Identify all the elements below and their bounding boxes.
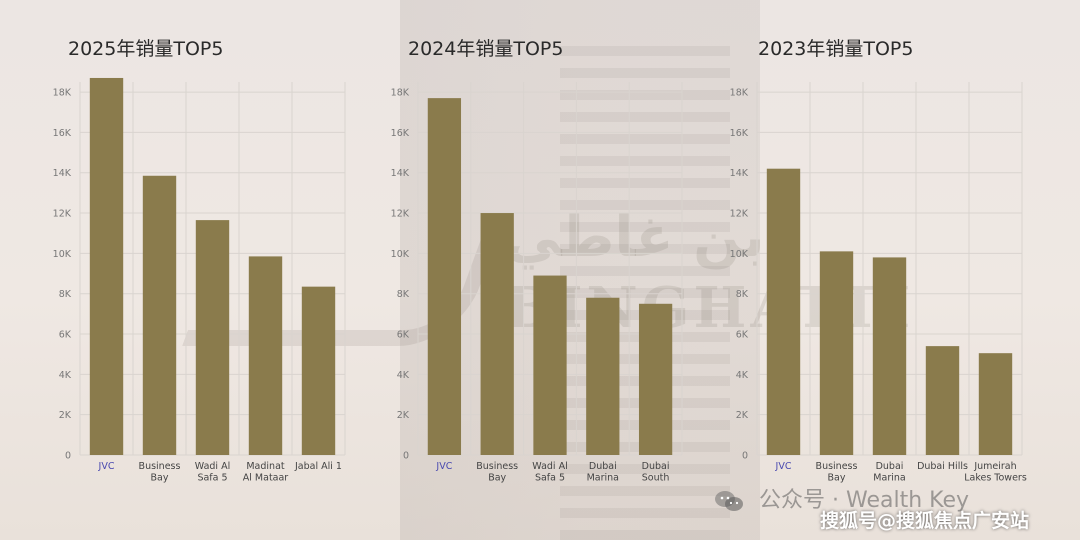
x-tick-label-line: Business bbox=[139, 461, 181, 472]
bar-2 bbox=[480, 213, 514, 455]
x-tick-label-line: Al Mataar bbox=[243, 473, 289, 484]
x-tick-label: Wadi Al Safa 5 bbox=[532, 461, 567, 484]
y-tick-label: 16K bbox=[391, 128, 410, 139]
y-tick-label: 12K bbox=[730, 209, 749, 220]
bar-3 bbox=[533, 275, 567, 455]
x-tick-label-line: Jabal Ali 1 bbox=[294, 461, 342, 472]
x-tick-label-line: JVC bbox=[435, 461, 452, 472]
x-tick-label: Dubai South bbox=[642, 461, 670, 484]
y-tick-label: 2K bbox=[59, 410, 72, 421]
wechat-icon bbox=[715, 491, 743, 511]
bar-5 bbox=[638, 303, 673, 455]
y-tick-label: 10K bbox=[53, 249, 72, 260]
x-tick-label-line: Lakes Towers bbox=[964, 473, 1027, 484]
x-tick-label-line: JVC bbox=[775, 461, 792, 472]
bar-3 bbox=[872, 257, 907, 455]
x-tick-label-line: Dubai Hills bbox=[917, 461, 968, 472]
x-tick-label-line: Bay bbox=[828, 473, 846, 484]
watermark-arabic: بن غاطي bbox=[505, 205, 765, 270]
wechat-account-text: 公众号 · Wealth Key bbox=[759, 488, 970, 513]
y-tick-label: 2K bbox=[397, 410, 410, 421]
x-tick-label-line: Safa 5 bbox=[535, 473, 565, 484]
y-tick-label: 18K bbox=[730, 88, 749, 99]
chart-title-2023: 2023年销量TOP5 bbox=[758, 38, 914, 60]
x-tick-label: Dubai Marina bbox=[587, 461, 619, 484]
x-tick-label: Business Bay bbox=[476, 461, 518, 484]
y-tick-label: 8K bbox=[59, 289, 72, 300]
x-tick-label: Business Bay bbox=[816, 461, 858, 484]
bar-4 bbox=[248, 256, 283, 455]
x-tick-label-line: Wadi Al bbox=[532, 461, 567, 472]
x-tick-label-line: Bay bbox=[488, 473, 506, 484]
x-tick-label-line: Dubai bbox=[876, 461, 904, 472]
y-tick-label: 12K bbox=[53, 209, 72, 220]
x-tick-label-line: Business bbox=[476, 461, 518, 472]
x-tick-label: Wadi Al Safa 5 bbox=[195, 461, 230, 484]
x-tick-label: Dubai Marina bbox=[873, 461, 905, 484]
x-tick-label: Jabal Ali 1 bbox=[294, 461, 342, 472]
background-building-windows bbox=[560, 40, 730, 540]
x-tick-label-line: Safa 5 bbox=[197, 473, 227, 484]
bar-4 bbox=[925, 346, 960, 455]
x-tick-label-line: Marina bbox=[873, 473, 905, 484]
x-tick-label: Business Bay bbox=[139, 461, 181, 484]
x-tick-label-line: Business bbox=[816, 461, 858, 472]
y-tick-label: 4K bbox=[397, 370, 410, 381]
y-tick-label: 14K bbox=[391, 168, 410, 179]
y-tick-label: 14K bbox=[730, 168, 749, 179]
y-tick-label: 6K bbox=[397, 330, 410, 341]
x-tick-label-line: Dubai bbox=[642, 461, 670, 472]
x-tick-label-line: Bay bbox=[151, 473, 169, 484]
x-tick-label-line: Wadi Al bbox=[195, 461, 230, 472]
y-tick-label: 6K bbox=[736, 330, 749, 341]
bar-1 bbox=[89, 77, 124, 456]
y-tick-label: 14K bbox=[53, 168, 72, 179]
bar-5 bbox=[978, 353, 1013, 455]
bar-1 bbox=[766, 168, 801, 455]
y-tick-label: 8K bbox=[397, 289, 410, 300]
y-tick-label: 2K bbox=[736, 410, 749, 421]
bar-2 bbox=[819, 251, 854, 455]
x-tick-label-line: Madinat bbox=[246, 461, 285, 472]
y-tick-label: 0 bbox=[742, 451, 748, 462]
y-tick-label: 18K bbox=[53, 88, 72, 99]
x-tick-label: Madinat Al Mataar bbox=[243, 461, 289, 484]
bar-5 bbox=[301, 286, 336, 455]
wechat-account-label: 公众号 · Wealth Key bbox=[714, 482, 969, 514]
x-tick-label: JVC bbox=[435, 461, 452, 472]
y-tick-label: 12K bbox=[391, 209, 410, 220]
bar-1 bbox=[427, 98, 462, 455]
x-tick-label: Dubai Hills bbox=[917, 461, 968, 472]
y-tick-label: 10K bbox=[730, 249, 749, 260]
x-tick-label-line: Jumeirah bbox=[973, 461, 1016, 472]
source-label: 搜狐号@搜狐焦点广安站 bbox=[820, 510, 1030, 532]
x-tick-label-line: South bbox=[642, 473, 670, 484]
x-tick-label-line: Dubai bbox=[589, 461, 617, 472]
bar-4 bbox=[586, 297, 620, 455]
chart-title-2024: 2024年销量TOP5 bbox=[408, 38, 564, 60]
y-tick-label: 4K bbox=[59, 370, 72, 381]
y-tick-label: 4K bbox=[736, 370, 749, 381]
x-tick-label-line: JVC bbox=[98, 461, 115, 472]
y-tick-label: 8K bbox=[736, 289, 749, 300]
x-tick-label-line: Marina bbox=[587, 473, 619, 484]
y-tick-label: 10K bbox=[391, 249, 410, 260]
x-tick-label: JVC bbox=[775, 461, 792, 472]
y-tick-label: 16K bbox=[53, 128, 72, 139]
y-tick-label: 16K bbox=[730, 128, 749, 139]
bar-2 bbox=[142, 175, 177, 455]
y-tick-label: 0 bbox=[65, 451, 71, 462]
y-tick-label: 6K bbox=[59, 330, 72, 341]
y-tick-label: 0 bbox=[403, 451, 409, 462]
y-tick-label: 18K bbox=[391, 88, 410, 99]
bar-3 bbox=[195, 220, 230, 455]
chart-title-2025: 2025年销量TOP5 bbox=[68, 38, 224, 60]
x-tick-label: Jumeirah Lakes Towers bbox=[964, 461, 1027, 484]
x-tick-label: JVC bbox=[98, 461, 115, 472]
